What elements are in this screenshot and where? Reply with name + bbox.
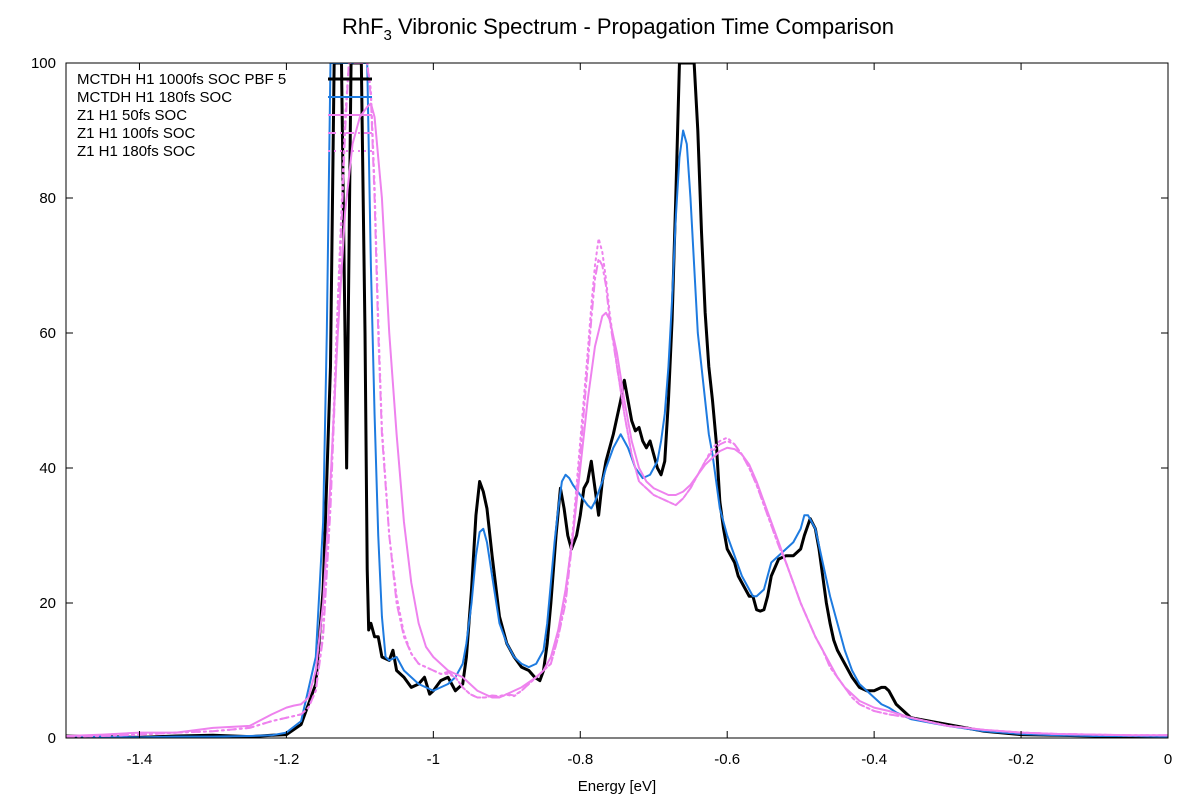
y-tick-label: 100 bbox=[31, 55, 56, 72]
x-tick-label: -0.6 bbox=[714, 751, 740, 768]
y-tick-label: 40 bbox=[39, 460, 56, 477]
chart-title: RhF3 Vibronic Spectrum - Propagation Tim… bbox=[342, 14, 894, 44]
plot-frame bbox=[65, 62, 1169, 739]
x-tick-label: -1 bbox=[427, 751, 440, 768]
legend-label: MCTDH H1 180fs SOC bbox=[77, 89, 232, 106]
y-tick-label: 80 bbox=[39, 190, 56, 207]
y-axis: 0 20 40 60 80 100 bbox=[31, 55, 1168, 747]
x-axis-label: Energy [eV] bbox=[578, 778, 656, 795]
series-line-2 bbox=[66, 63, 1168, 738]
legend-label: MCTDH H1 1000fs SOC PBF 5 bbox=[77, 71, 286, 88]
series-line-1 bbox=[66, 63, 1168, 738]
x-tick-label: -0.8 bbox=[567, 751, 593, 768]
series-layer bbox=[66, 63, 1168, 738]
legend-label: Z1 H1 50fs SOC bbox=[77, 107, 187, 124]
x-tick-label: -1.2 bbox=[273, 751, 299, 768]
series-line-5 bbox=[66, 63, 1168, 738]
series-line-4 bbox=[66, 63, 1168, 738]
legend-label: Z1 H1 180fs SOC bbox=[77, 143, 196, 160]
x-tick-label: -1.4 bbox=[127, 751, 153, 768]
x-tick-label: 0 bbox=[1164, 751, 1172, 768]
y-tick-label: 60 bbox=[39, 325, 56, 342]
y-tick-label: 0 bbox=[48, 730, 56, 747]
y-tick-label: 20 bbox=[39, 595, 56, 612]
x-tick-label: -0.2 bbox=[1008, 751, 1034, 768]
legend-label: Z1 H1 100fs SOC bbox=[77, 125, 196, 142]
x-axis: -1.4 -1.2 -1 -0.8 -0.6 -0.4 -0.2 0 bbox=[127, 63, 1172, 768]
x-tick-label: -0.4 bbox=[861, 751, 887, 768]
